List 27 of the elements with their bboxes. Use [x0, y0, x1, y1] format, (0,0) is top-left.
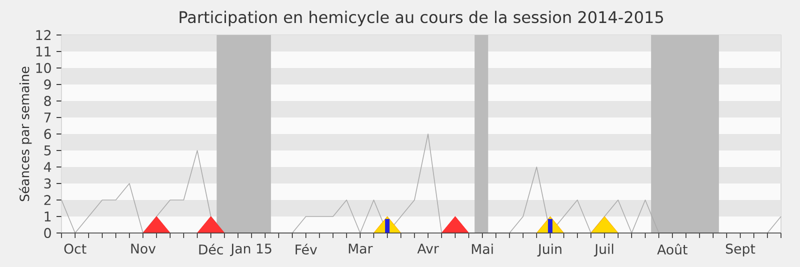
x-tick-label: Juil	[594, 244, 614, 257]
y-tick-label: 11	[36, 46, 51, 56]
y-tick-label: 1	[44, 212, 51, 222]
x-tick-label: Oct	[64, 244, 86, 254]
y-tick-label: 7	[44, 112, 51, 122]
x-tick-label: Déc	[199, 244, 223, 255]
x-tick-label: Août	[657, 244, 688, 255]
y-tick-label: 9	[44, 79, 51, 90]
x-tick-label: Mai	[472, 244, 493, 254]
x-tick-label: Mar	[348, 244, 373, 254]
y-tick-label: 0	[44, 228, 51, 238]
y-axis-title: Séances par semaine	[18, 66, 32, 202]
y-tick-label: 12	[36, 30, 50, 40]
x-tick-label: Jan 15	[230, 244, 272, 256]
y-tick-label: 8	[44, 96, 51, 106]
y-tick-label: 10	[36, 62, 51, 74]
x-tick-label: Avr	[417, 244, 439, 254]
y-tick-label: 2	[44, 195, 50, 205]
x-tick-label: Sept	[726, 244, 756, 256]
x-tick-label: Juin	[537, 244, 562, 257]
y-tick-label: 6	[44, 128, 51, 140]
y-tick-label: 4	[44, 162, 52, 172]
y-tick-label: 5	[44, 146, 51, 156]
y-tick-label: 3	[44, 178, 51, 189]
x-tick-label: Fév	[296, 244, 317, 255]
chart-title: Participation en hemicycle au cours de la session 2014-2015	[180, 10, 663, 26]
x-tick-label: Nov	[131, 244, 156, 254]
